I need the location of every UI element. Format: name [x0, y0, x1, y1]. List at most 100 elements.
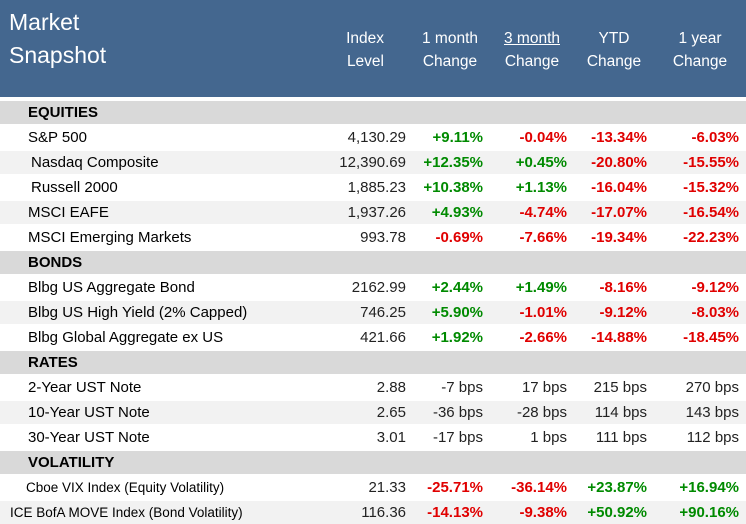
- row-change-m3: +0.45%: [515, 154, 567, 171]
- page-title: Market Snapshot: [0, 0, 300, 97]
- row-change-m3: +1.49%: [515, 279, 567, 296]
- row-index-level: 2162.99: [351, 279, 406, 296]
- table-header: Market Snapshot Index Level 1 month Chan…: [0, 0, 746, 97]
- col-header-3-month-label: 3 month: [503, 30, 560, 47]
- row-change-ytd: -14.88%: [591, 329, 647, 346]
- row-index-level: 21.33: [368, 479, 406, 496]
- row-change-m1: -0.69%: [435, 229, 483, 246]
- row-index-level: 2.65: [376, 404, 406, 421]
- row-change-m3: 1 bps: [530, 429, 567, 446]
- row-change-ytd: -20.80%: [591, 154, 647, 171]
- row-name: 2-Year UST Note: [28, 379, 142, 396]
- row-index-level: 4,130.29: [347, 129, 406, 146]
- row-change-m1: +2.44%: [431, 279, 483, 296]
- row-name: MSCI EAFE: [28, 204, 109, 221]
- table-row: Blbg US High Yield (2% Capped) 746.25 +5.9…: [0, 299, 746, 324]
- row-change-ytd: -17.07%: [591, 204, 647, 221]
- row-index-level: 421.66: [360, 329, 406, 346]
- row-change-ytd: -8.16%: [599, 279, 647, 296]
- table-row: Cboe VIX Index (Equity Volatility) 21.33 -…: [0, 474, 746, 499]
- row-name: Nasdaq Composite: [31, 154, 159, 171]
- row-name: 10-Year UST Note: [28, 404, 150, 421]
- col-header-line: 1 month: [421, 30, 478, 47]
- col-header-line: Change: [504, 53, 560, 70]
- table-row: ICE BofA MOVE Index (Bond Volatility) 116…: [0, 499, 746, 524]
- row-name: S&P 500: [28, 129, 87, 146]
- row-name: Blbg US Aggregate Bond: [28, 279, 195, 296]
- row-name: ICE BofA MOVE Index (Bond Volatility): [10, 505, 243, 520]
- row-name: Blbg Global Aggregate ex US: [28, 329, 224, 346]
- section-equities: EQUITIES: [0, 99, 746, 124]
- title-line-1: Market: [9, 9, 80, 35]
- row-index-level: 993.78: [360, 229, 406, 246]
- row-change-m1: +12.35%: [423, 154, 483, 171]
- col-header-line: 3 month: [490, 27, 574, 50]
- row-change-y1: 112 bps: [686, 429, 739, 446]
- row-change-m1: +5.90%: [431, 304, 483, 321]
- row-change-ytd: 215 bps: [593, 379, 647, 396]
- row-change-m3: 17 bps: [521, 379, 567, 396]
- row-change-m3: -1.01%: [519, 304, 567, 321]
- col-header-1-month: 1 month Change: [410, 0, 490, 97]
- row-change-y1: -15.55%: [683, 154, 739, 171]
- row-index-level: 2.88: [376, 379, 406, 396]
- row-change-m1: +10.38%: [423, 179, 483, 196]
- row-change-ytd: 114 bps: [594, 404, 647, 421]
- col-header-line: 1 year: [678, 30, 722, 47]
- table-row: MSCI Emerging Markets 993.78 -0.69% -7.66% -…: [0, 224, 746, 249]
- row-name: Blbg US High Yield (2% Capped): [28, 304, 248, 321]
- row-change-y1: +90.16%: [679, 504, 739, 521]
- row-change-y1: -22.23%: [683, 229, 739, 246]
- row-change-ytd: -16.04%: [591, 179, 647, 196]
- title-line-2: Snapshot: [9, 42, 107, 68]
- row-change-m3: -28 bps: [516, 404, 567, 421]
- row-index-level: 1,885.23: [347, 179, 406, 196]
- row-index-level: 746.25: [360, 304, 406, 321]
- row-change-m1: -7 bps: [441, 379, 483, 396]
- row-name: Cboe VIX Index (Equity Volatility): [26, 480, 225, 495]
- table-row: S&P 500 4,130.29 +9.11% -0.04% -13.34% -6.03%: [0, 124, 746, 149]
- col-header-line: Change: [672, 53, 728, 70]
- row-change-ytd: -9.12%: [599, 304, 647, 321]
- table-row: 10-Year UST Note 2.65 -36 bps -28 bps 114 bp…: [0, 399, 746, 424]
- row-change-ytd: -13.34%: [591, 129, 647, 146]
- table-row: Blbg US Aggregate Bond 2162.99 +2.44% +1.49…: [0, 274, 746, 299]
- row-change-m1: +1.92%: [431, 329, 483, 346]
- table-row: Nasdaq Composite 12,390.69 +12.35% +0.45% -2…: [0, 149, 746, 174]
- table-row: MSCI EAFE 1,937.26 +4.93% -4.74% -17.07% -16.…: [0, 199, 746, 224]
- row-change-m3: -7.66%: [519, 229, 567, 246]
- row-change-m1: -17 bps: [432, 429, 483, 446]
- row-change-y1: -15.32%: [683, 179, 739, 196]
- col-header-line: Level: [346, 53, 384, 70]
- col-header-1-year: 1 year Change: [654, 0, 746, 97]
- col-header-index-level: Index Level: [300, 0, 410, 97]
- row-change-m1: -36 bps: [432, 404, 483, 421]
- row-index-level: 12,390.69: [339, 154, 406, 171]
- section-rates: RATES: [0, 349, 746, 374]
- row-change-m1: -14.13%: [427, 504, 483, 521]
- row-index-level: 3.01: [376, 429, 406, 446]
- row-change-m3: +1.13%: [515, 179, 567, 196]
- row-index-level: 1,937.26: [347, 204, 406, 221]
- row-name: Russell 2000: [31, 179, 118, 196]
- section-volatility: VOLATILITY: [0, 449, 746, 474]
- row-change-m3: -2.66%: [519, 329, 567, 346]
- col-header-line: Change: [422, 53, 478, 70]
- row-name: MSCI Emerging Markets: [28, 229, 192, 246]
- row-change-y1: 143 bps: [685, 404, 739, 421]
- row-change-m1: +9.11%: [432, 129, 483, 146]
- row-change-y1: -6.03%: [691, 129, 739, 146]
- table-row: Blbg Global Aggregate ex US 421.66 +1.92% -…: [0, 324, 746, 349]
- row-change-m3: -4.74%: [519, 204, 567, 221]
- row-change-m3: -36.14%: [511, 479, 567, 496]
- row-change-m1: +4.93%: [431, 204, 483, 221]
- col-header-ytd: YTD Change: [574, 0, 654, 97]
- table-row: Russell 2000 1,885.23 +10.38% +1.13% -16.04%…: [0, 174, 746, 199]
- row-change-y1: 270 bps: [685, 379, 739, 396]
- row-change-ytd: +50.92%: [587, 504, 647, 521]
- row-change-y1: -8.03%: [691, 304, 739, 321]
- row-change-y1: +16.94%: [679, 479, 739, 496]
- row-name: 30-Year UST Note: [28, 429, 150, 446]
- row-change-y1: -18.45%: [683, 329, 739, 346]
